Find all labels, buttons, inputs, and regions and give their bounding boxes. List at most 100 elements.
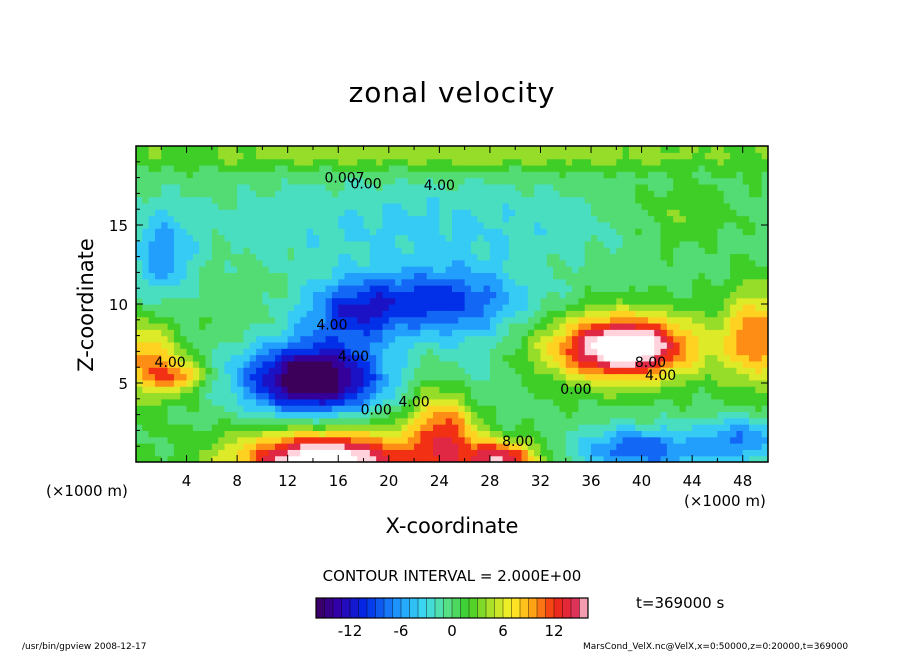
heatmap-cell [698, 398, 706, 406]
heatmap-cell [477, 455, 485, 462]
heatmap-cell [287, 278, 295, 286]
heatmap-cell [698, 146, 706, 153]
heatmap-cell [224, 329, 232, 337]
heatmap-cell [376, 240, 384, 248]
heatmap-cell [559, 455, 567, 462]
heatmap-cell [559, 146, 567, 153]
heatmap-cell [205, 146, 213, 153]
heatmap-cell [483, 316, 491, 324]
heatmap-cell [325, 247, 333, 255]
heatmap-cell [275, 360, 282, 368]
heatmap-cell [344, 373, 352, 381]
heatmap-cell [464, 278, 472, 286]
heatmap-cell [294, 272, 301, 280]
heatmap-cell [635, 386, 643, 394]
heatmap-cell [312, 411, 320, 419]
heatmap-cell [755, 417, 763, 425]
heatmap-cell [306, 171, 314, 179]
heatmap-cell [610, 202, 617, 210]
heatmap-cell [319, 221, 327, 229]
heatmap-cell [452, 297, 459, 305]
heatmap-cell [319, 373, 327, 381]
heatmap-cell [540, 146, 548, 153]
heatmap-cell [489, 354, 497, 362]
heatmap-cell [565, 329, 573, 337]
heatmap-cell [761, 209, 768, 217]
heatmap-cell [275, 152, 282, 160]
heatmap-cell [654, 234, 662, 242]
heatmap-cell [414, 335, 421, 343]
heatmap-cell [597, 367, 605, 375]
heatmap-cell [730, 209, 737, 217]
heatmap-cell [237, 405, 245, 413]
heatmap-cell [452, 291, 459, 299]
heatmap-cell [142, 266, 150, 273]
heatmap-cell [205, 373, 213, 381]
heatmap-cell [464, 354, 472, 362]
heatmap-cell [647, 215, 655, 223]
heatmap-cell [192, 240, 200, 248]
heatmap-cell [723, 215, 731, 223]
heatmap-cell [243, 234, 251, 242]
heatmap-cell [534, 196, 542, 204]
heatmap-cell [319, 253, 327, 261]
heatmap-cell [300, 341, 308, 349]
heatmap-cell [154, 367, 162, 375]
heatmap-cell [515, 443, 523, 450]
heatmap-cell [610, 329, 617, 337]
heatmap-cell [376, 234, 384, 242]
heatmap-cell [635, 449, 643, 457]
heatmap-cell [306, 272, 314, 280]
heatmap-cell [357, 341, 365, 349]
heatmap-cell [357, 190, 365, 198]
heatmap-cell [205, 341, 213, 349]
heatmap-cell [142, 417, 150, 425]
heatmap-cell [470, 291, 478, 299]
heatmap-cell [268, 379, 276, 387]
heatmap-cell [287, 449, 295, 457]
heatmap-cell [603, 215, 611, 223]
heatmap-cell [565, 367, 573, 375]
heatmap-cell [565, 202, 573, 210]
heatmap-cell [723, 190, 731, 198]
heatmap-cell [344, 164, 352, 172]
heatmap-cell [578, 348, 586, 356]
heatmap-cell [591, 443, 598, 450]
heatmap-cell [148, 304, 156, 311]
heatmap-cell [344, 177, 352, 185]
heatmap-cell [578, 386, 586, 394]
heatmap-cell [426, 234, 434, 242]
heatmap-cell [698, 158, 706, 166]
heatmap-cell [445, 247, 453, 255]
heatmap-cell [312, 215, 320, 223]
heatmap-cell [458, 405, 466, 413]
heatmap-cell [622, 177, 630, 185]
heatmap-cell [761, 304, 768, 311]
heatmap-cell [730, 360, 737, 368]
heatmap-cell [224, 234, 232, 242]
heatmap-cell [243, 335, 251, 343]
heatmap-cell [161, 443, 169, 450]
heatmap-cell [376, 158, 384, 166]
heatmap-cell [546, 146, 554, 153]
heatmap-cell [426, 329, 434, 337]
heatmap-cell [180, 367, 188, 375]
heatmap-cell [527, 171, 535, 179]
heatmap-cell [319, 367, 327, 375]
heatmap-cell [666, 253, 674, 261]
heatmap-cell [603, 417, 611, 425]
heatmap-cell [420, 424, 428, 431]
heatmap-cell [154, 316, 162, 324]
heatmap-cell [407, 398, 415, 406]
heatmap-cell [211, 146, 219, 153]
heatmap-cell [692, 322, 700, 330]
heatmap-cell [685, 443, 693, 450]
heatmap-cell [369, 164, 377, 172]
heatmap-cell [306, 285, 314, 292]
heatmap-cell [534, 240, 542, 248]
heatmap-cell [256, 291, 263, 299]
heatmap-cell [692, 285, 700, 292]
heatmap-cell [287, 354, 295, 362]
heatmap-cell [148, 379, 156, 387]
heatmap-cell [477, 310, 485, 318]
